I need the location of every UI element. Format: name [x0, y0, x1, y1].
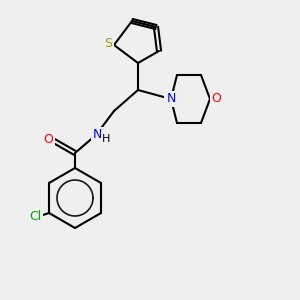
Text: O: O: [43, 133, 53, 146]
Text: O: O: [212, 92, 221, 106]
Text: N: N: [166, 92, 176, 106]
Text: H: H: [102, 134, 111, 144]
Text: Cl: Cl: [29, 209, 42, 223]
Text: S: S: [105, 37, 112, 50]
Text: N: N: [93, 128, 102, 142]
